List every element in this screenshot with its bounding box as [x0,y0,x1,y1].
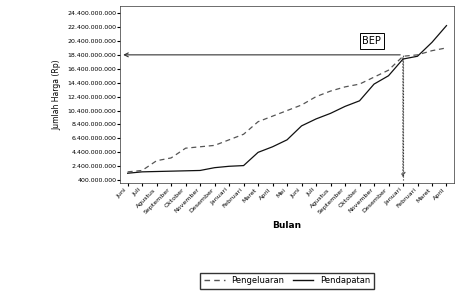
Pengeluaran [255,120,261,124]
Pendapatan [226,164,232,168]
Y-axis label: Jumlah Harga (Rp): Jumlah Harga (Rp) [53,59,62,130]
Pendapatan [197,169,203,172]
Pengeluaran [139,169,145,172]
Pengeluaran [197,145,203,149]
Pendapatan [212,166,217,170]
Pendapatan [270,145,275,149]
Pendapatan [125,171,131,175]
Legend: Pengeluaran, Pendapatan: Pengeluaran, Pendapatan [200,273,374,289]
Pengeluaran [169,156,174,160]
Pendapatan [400,57,406,61]
Pendapatan [415,54,420,58]
Pengeluaran [415,53,420,57]
Pendapatan [255,151,261,154]
Line: Pengeluaran: Pengeluaran [128,48,446,172]
Pengeluaran [371,75,377,79]
Pengeluaran [212,144,217,147]
Pendapatan [313,117,319,121]
Pengeluaran [183,146,188,150]
Pengeluaran [299,103,304,107]
Pengeluaran [429,49,435,52]
Pengeluaran [328,89,333,93]
Pengeluaran [313,95,319,99]
Pendapatan [284,138,290,142]
Pengeluaran [241,132,246,136]
Pendapatan [299,124,304,128]
Pengeluaran [444,46,449,50]
Pendapatan [183,169,188,173]
Pengeluaran [125,170,131,174]
Pendapatan [429,41,435,44]
Pendapatan [357,99,363,103]
Pengeluaran [386,68,391,72]
Pendapatan [139,170,145,174]
Pendapatan [386,74,391,77]
Pengeluaran [357,82,363,86]
Pengeluaran [342,85,348,89]
Pendapatan [342,105,348,108]
Pengeluaran [284,109,290,113]
X-axis label: Bulan: Bulan [273,221,301,230]
Pendapatan [444,24,449,27]
Pendapatan [371,82,377,86]
Pendapatan [328,112,333,115]
Pengeluaran [154,159,159,163]
Line: Pendapatan: Pendapatan [128,26,446,173]
Pendapatan [154,170,159,173]
Pengeluaran [226,138,232,142]
Pendapatan [169,169,174,173]
Pengeluaran [270,114,275,118]
Text: BEP: BEP [363,36,382,46]
Pendapatan [241,164,246,167]
Pengeluaran [400,54,406,58]
